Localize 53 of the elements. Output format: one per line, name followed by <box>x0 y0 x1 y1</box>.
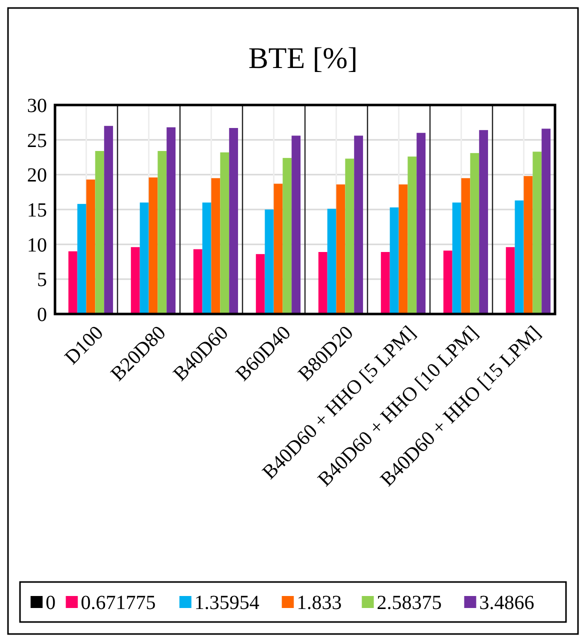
bar <box>479 130 488 314</box>
bar <box>345 158 354 314</box>
bar <box>282 158 292 314</box>
bar <box>336 184 346 314</box>
legend-label: 1.35954 <box>194 592 260 614</box>
legend-label: 0.671775 <box>80 592 156 614</box>
bar <box>77 204 86 314</box>
bar <box>318 252 328 314</box>
bar <box>256 254 265 314</box>
bar <box>292 136 301 314</box>
bar <box>470 153 480 314</box>
bar <box>524 176 533 314</box>
bar <box>229 128 238 314</box>
bar <box>211 178 220 314</box>
bar <box>380 252 390 314</box>
bar <box>86 180 96 314</box>
bar <box>443 250 452 314</box>
y-tick-label: 15 <box>27 200 47 222</box>
bar <box>166 127 176 314</box>
y-tick-label: 25 <box>27 130 47 152</box>
legend-label: 2.58375 <box>376 592 442 614</box>
bar <box>130 247 140 314</box>
legend-label: 1.833 <box>296 592 342 614</box>
bar <box>148 177 158 314</box>
bar <box>506 247 515 314</box>
bar <box>408 156 417 314</box>
bar <box>220 152 230 314</box>
bar <box>398 184 408 314</box>
bar <box>68 251 78 314</box>
bar <box>202 202 212 314</box>
y-tick-label: 5 <box>37 269 47 292</box>
bar <box>140 202 149 314</box>
bar <box>532 152 542 314</box>
bar <box>104 126 114 314</box>
bar <box>416 132 426 314</box>
bar <box>452 202 462 314</box>
bar <box>514 200 524 314</box>
bar <box>327 208 336 314</box>
bar <box>274 184 283 314</box>
y-tick-label: 30 <box>27 95 47 117</box>
bar <box>354 136 364 314</box>
bar <box>264 210 274 314</box>
bar <box>390 207 399 314</box>
y-tick-label: 10 <box>27 234 47 256</box>
bar <box>158 150 167 314</box>
bar <box>193 249 202 314</box>
legend-label: 3.4866 <box>479 592 534 614</box>
chart-title: BTE [%] <box>248 42 358 75</box>
bar <box>461 178 470 314</box>
bar <box>542 128 551 314</box>
y-tick-label: 0 <box>37 304 47 326</box>
bar <box>95 150 104 314</box>
y-tick-label: 20 <box>27 164 47 187</box>
